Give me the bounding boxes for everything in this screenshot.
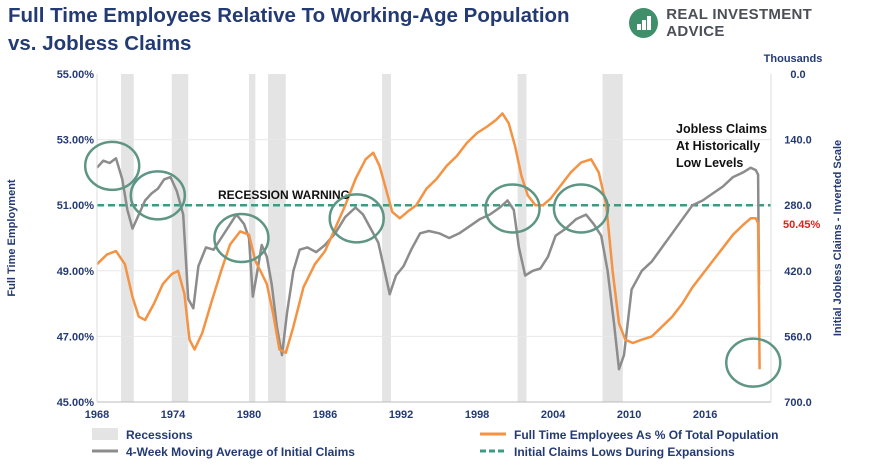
bar-chart-icon <box>629 8 659 38</box>
x-tick-label: 1980 <box>237 409 261 421</box>
x-tick-label: 1968 <box>85 409 109 421</box>
recession-band <box>121 74 134 402</box>
x-tick-label: 2016 <box>693 409 717 421</box>
x-tick-label: 1992 <box>389 409 413 421</box>
y2-unit-label: Thousands <box>764 53 823 65</box>
highlight-circle <box>213 212 270 264</box>
annotation-text: Low Levels <box>676 156 743 170</box>
highlight-circle <box>552 183 610 234</box>
title-line-2: vs. Jobless Claims <box>8 32 192 55</box>
highlight-circle <box>484 183 541 234</box>
legend: Recessions 4-Week Moving Average of Initi… <box>92 428 778 459</box>
y2-tick-label: 700.0 <box>784 397 812 409</box>
x-tick-label: 1974 <box>161 409 186 421</box>
recession-band <box>382 74 391 402</box>
x-tick-label: 1986 <box>313 409 337 421</box>
page-title: Full Time Employees Relative To Working-… <box>8 2 608 58</box>
legend-swatch-recessions <box>92 428 118 440</box>
title-line-1: Full Time Employees Relative To Working-… <box>8 4 570 27</box>
y2-tick-label: 140.0 <box>784 135 812 147</box>
x-tick-label: 1998 <box>465 409 489 421</box>
last-value-label: 50.45% <box>783 219 821 231</box>
recession-band <box>171 74 189 402</box>
legend-label-recessions: Recessions <box>126 428 193 442</box>
legend-label-claims: 4-Week Moving Average of Initial Claims <box>126 445 355 459</box>
recession-band <box>602 74 623 402</box>
y-tick-label: 47.00% <box>57 331 95 343</box>
y2-tick-label: 420.0 <box>784 266 812 278</box>
legend-label-claims-lows: Initial Claims Lows During Expansions <box>514 445 735 459</box>
brand-logo: REAL INVESTMENT ADVICE <box>629 6 869 40</box>
reference-line-label: RECESSION WARNING <box>218 188 350 202</box>
highlight-circle <box>328 193 385 244</box>
annotation-text: Jobless Claims <box>676 122 767 136</box>
highlight-circle <box>83 140 141 192</box>
recession-band <box>249 74 256 402</box>
y2-tick-label: 560.0 <box>784 331 812 343</box>
y-tick-label: 53.00% <box>57 135 95 147</box>
legend-label-employment: Full Time Employees As % Of Total Popula… <box>514 428 778 442</box>
y2-tick-label: 280.0 <box>784 200 812 212</box>
x-tick-label: 2010 <box>617 409 641 421</box>
y2-axis-title: Initial Jobless Claims - Inverted Scale <box>832 140 844 336</box>
highlight-circle <box>129 170 187 221</box>
y-tick-label: 51.00% <box>57 200 95 212</box>
y-tick-label: 55.00% <box>57 69 95 81</box>
y-axis-title: Full Time Employment <box>6 179 18 296</box>
series-initial-claims <box>96 157 761 371</box>
axes: 45.00% 47.00% 49.00% 51.00% 53.00% 55.00% 0.0 1… <box>6 53 844 421</box>
y-tick-label: 45.00% <box>57 397 95 409</box>
recession-band <box>517 74 527 402</box>
annotation-text: At Historically <box>676 139 760 153</box>
y2-tick-label: 0.0 <box>790 69 805 81</box>
y-tick-label: 49.00% <box>57 266 95 278</box>
recession-band <box>268 74 286 402</box>
brand-name: REAL INVESTMENT ADVICE <box>666 6 813 40</box>
x-tick-label: 2004 <box>541 409 566 421</box>
series-full-time-employment <box>96 112 761 370</box>
annotations: RECESSION WARNING 50.45% Jobless Claims At … <box>83 122 821 388</box>
highlight-circle <box>725 337 782 388</box>
plot-area <box>96 112 771 371</box>
